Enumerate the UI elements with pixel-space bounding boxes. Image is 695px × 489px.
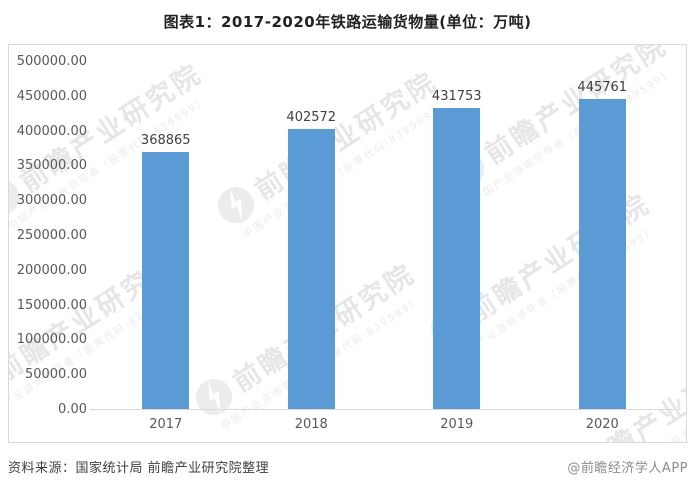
y-axis-tick-label: 100000.00 bbox=[16, 332, 87, 348]
x-axis-tick-label-2020: 2020 bbox=[585, 417, 619, 432]
y-axis-tick-label: 250000.00 bbox=[16, 228, 87, 243]
bar-value-label-2020: 445761 bbox=[577, 80, 628, 95]
chart-area: 前瞻产业研究院 中国产业咨询领导者（股票代码:839599） 前瞻产业研究院 中国产业… bbox=[8, 44, 687, 443]
bar-2018 bbox=[287, 129, 335, 409]
y-axis-tick-label: 50000.00 bbox=[24, 367, 87, 383]
source-note: 资料来源：国家统计局 前瞻产业研究院整理 bbox=[8, 461, 270, 476]
watermark-text: 前瞻产业研究院 bbox=[479, 44, 673, 171]
watermark-logo-icon bbox=[195, 378, 232, 415]
bar-value-label-2018: 402572 bbox=[286, 110, 337, 125]
y-axis-tick-label: 200000.00 bbox=[16, 262, 87, 278]
bar-2020 bbox=[578, 99, 626, 409]
y-axis-tick-label: 450000.00 bbox=[16, 88, 87, 104]
watermark-logo-icon bbox=[217, 186, 254, 223]
watermark-text: 前瞻产业研究院 bbox=[462, 188, 656, 329]
bar-2017 bbox=[142, 152, 190, 409]
x-axis-tick-label-2018: 2018 bbox=[294, 417, 328, 432]
y-axis-tick-label: 0.00 bbox=[58, 402, 87, 417]
bar-2019 bbox=[433, 108, 481, 409]
y-axis-tick-label: 350000.00 bbox=[16, 158, 87, 174]
y-axis-tick-label: 400000.00 bbox=[16, 123, 87, 139]
x-axis-line bbox=[90, 409, 675, 410]
chart-title: 图表1：2017-2020年铁路运输货物量(单位：万吨) bbox=[163, 13, 532, 31]
bar-value-label-2017: 368865 bbox=[140, 133, 191, 148]
bar-value-label-2019: 431753 bbox=[431, 89, 482, 104]
app-credit: @前瞻经济学人APP bbox=[567, 461, 688, 476]
x-axis-tick-label-2017: 2017 bbox=[149, 417, 183, 432]
y-axis-tick-label: 500000.00 bbox=[16, 54, 87, 69]
watermark-text: 前瞻产业研究院 bbox=[249, 66, 443, 207]
y-axis-tick-label: 300000.00 bbox=[16, 193, 87, 209]
y-axis-tick-label: 150000.00 bbox=[16, 297, 87, 313]
x-axis-tick-label-2019: 2019 bbox=[440, 417, 474, 432]
